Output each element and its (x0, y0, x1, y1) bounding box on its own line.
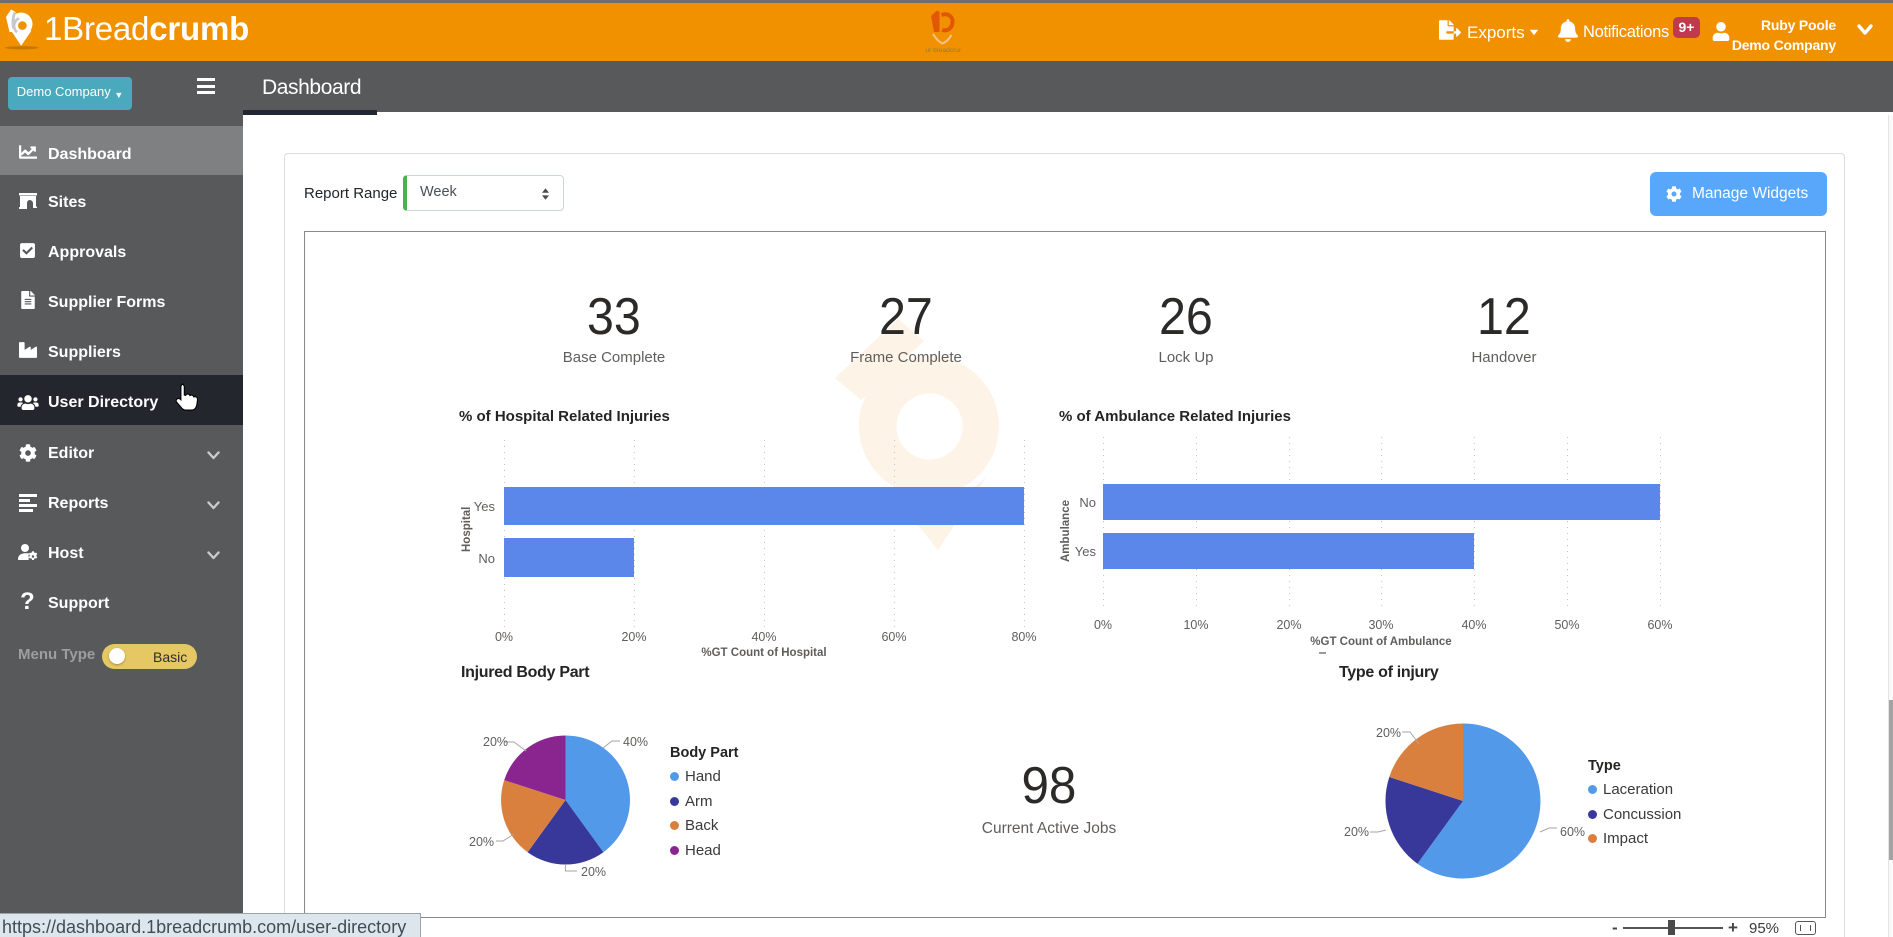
svg-text:20%: 20% (1344, 825, 1369, 839)
svg-text:20%: 20% (469, 835, 494, 849)
svg-text:20%: 20% (483, 735, 508, 749)
svg-text:40%: 40% (623, 735, 648, 749)
svg-text:60%: 60% (1560, 825, 1585, 839)
svg-text:Your breadcrumb: Your breadcrumb (925, 47, 961, 54)
svg-text:20%: 20% (581, 865, 606, 879)
svg-text:20%: 20% (1376, 726, 1401, 740)
